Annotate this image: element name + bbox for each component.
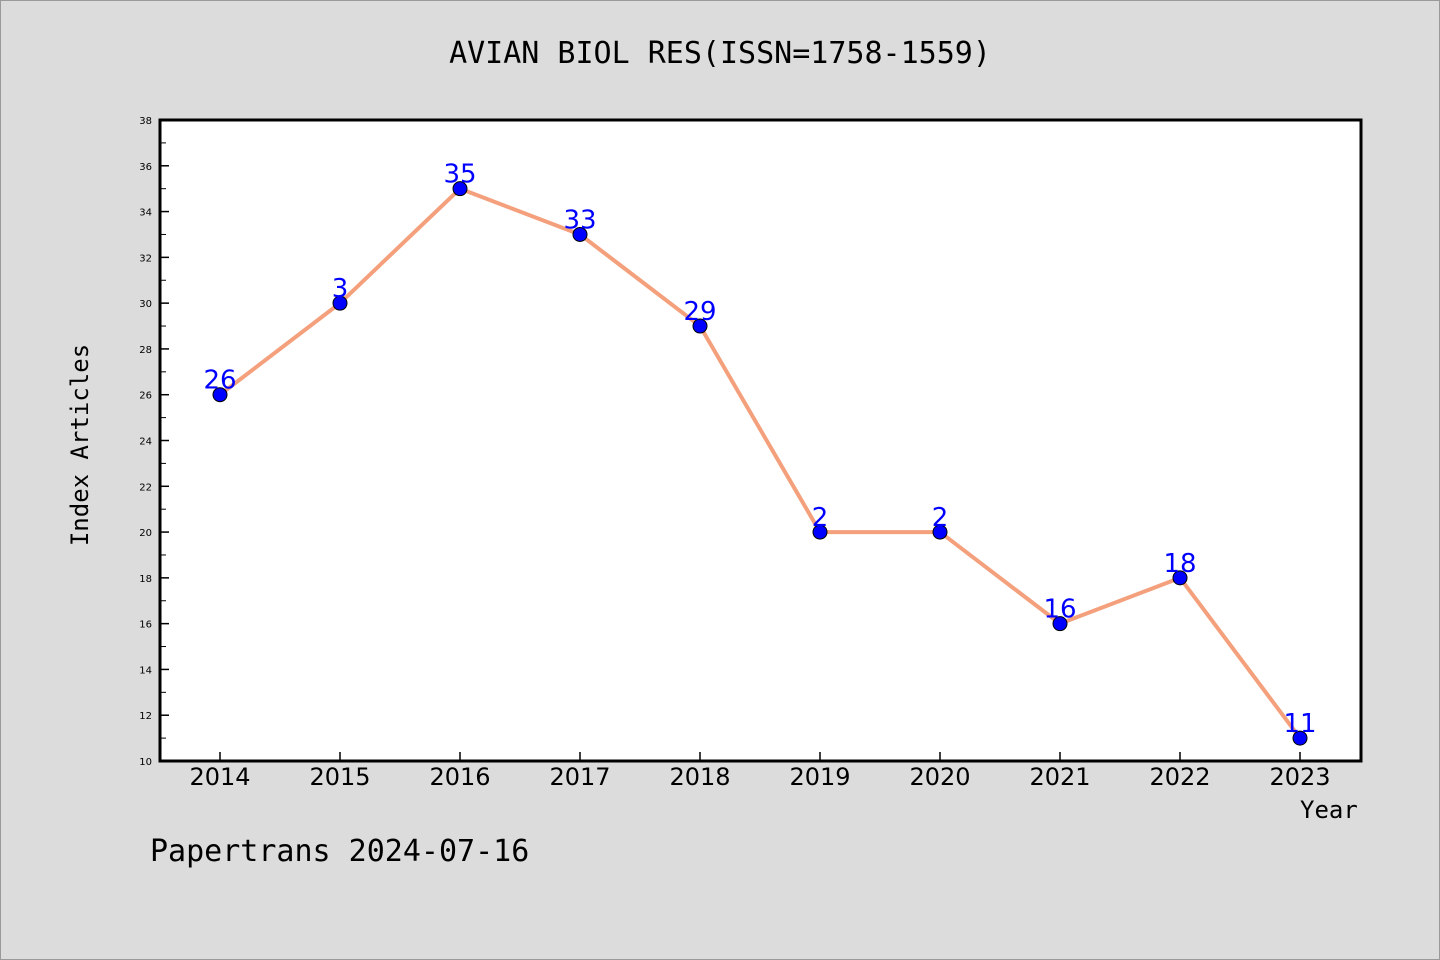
y-tick-label: 10 — [139, 757, 152, 768]
x-tick-label: 2023 — [1269, 763, 1330, 791]
data-label: 11 — [1283, 709, 1316, 739]
x-axis-label: Year — [1300, 796, 1358, 824]
x-tick-label: 2020 — [909, 763, 970, 791]
data-label: 16 — [1043, 595, 1076, 625]
x-tick-label: 2015 — [309, 763, 370, 791]
x-tick-label: 2021 — [1029, 763, 1090, 791]
x-axis-ticks: 2014 2015 2016 2017 2018 2019 2020 2021 2022 2023 — [189, 752, 1331, 791]
data-point — [212, 387, 228, 403]
data-label: 35 — [443, 160, 476, 190]
y-tick-label: 28 — [139, 345, 152, 356]
y-tick-label: 14 — [139, 665, 152, 676]
data-label: 29 — [683, 297, 716, 327]
data-label: 2 — [932, 503, 949, 533]
y-tick-label: 12 — [139, 711, 152, 722]
data-point — [332, 295, 348, 311]
data-label: 18 — [1163, 549, 1196, 579]
data-point — [1172, 570, 1188, 586]
y-tick-label: 32 — [139, 253, 152, 264]
x-tick-label: 2018 — [669, 763, 730, 791]
y-tick-label: 16 — [139, 620, 152, 631]
y-tick-label: 38 — [139, 116, 152, 127]
y-tick-label: 22 — [139, 482, 152, 493]
data-label: 33 — [563, 205, 596, 235]
y-tick-label: 20 — [139, 528, 152, 539]
chart-title: AVIAN BIOL RES(ISSN=1758-1559) — [449, 36, 991, 71]
plot-area — [158, 118, 1363, 763]
y-tick-label: 36 — [139, 162, 152, 173]
data-point — [932, 524, 948, 540]
y-axis-ticks: 10 12 14 16 18 20 22 24 26 28 30 32 34 36 38 — [139, 116, 169, 768]
data-point — [572, 226, 588, 242]
y-tick-label: 24 — [139, 437, 152, 448]
y-tick-label: 26 — [139, 391, 152, 402]
series-layer: 26 3 35 33 29 2 2 16 18 11 — [203, 160, 1317, 746]
y-tick-label: 34 — [139, 208, 152, 219]
x-tick-label: 2019 — [789, 763, 850, 791]
series-line — [218, 186, 1302, 740]
x-tick-label: 2016 — [429, 763, 490, 791]
data-label: 26 — [203, 366, 236, 396]
y-tick-label: 30 — [139, 299, 152, 310]
data-point — [452, 181, 468, 197]
data-point — [1052, 616, 1068, 632]
data-point — [1292, 730, 1308, 746]
data-point — [692, 318, 708, 334]
data-label: 2 — [812, 503, 829, 533]
x-tick-label: 2017 — [549, 763, 610, 791]
y-tick-label: 18 — [139, 574, 152, 585]
x-tick-label: 2014 — [189, 763, 250, 791]
footer-text: Papertrans 2024-07-16 — [150, 834, 530, 869]
data-label: 3 — [332, 274, 349, 304]
data-point — [812, 524, 828, 540]
x-tick-label: 2022 — [1149, 763, 1210, 791]
